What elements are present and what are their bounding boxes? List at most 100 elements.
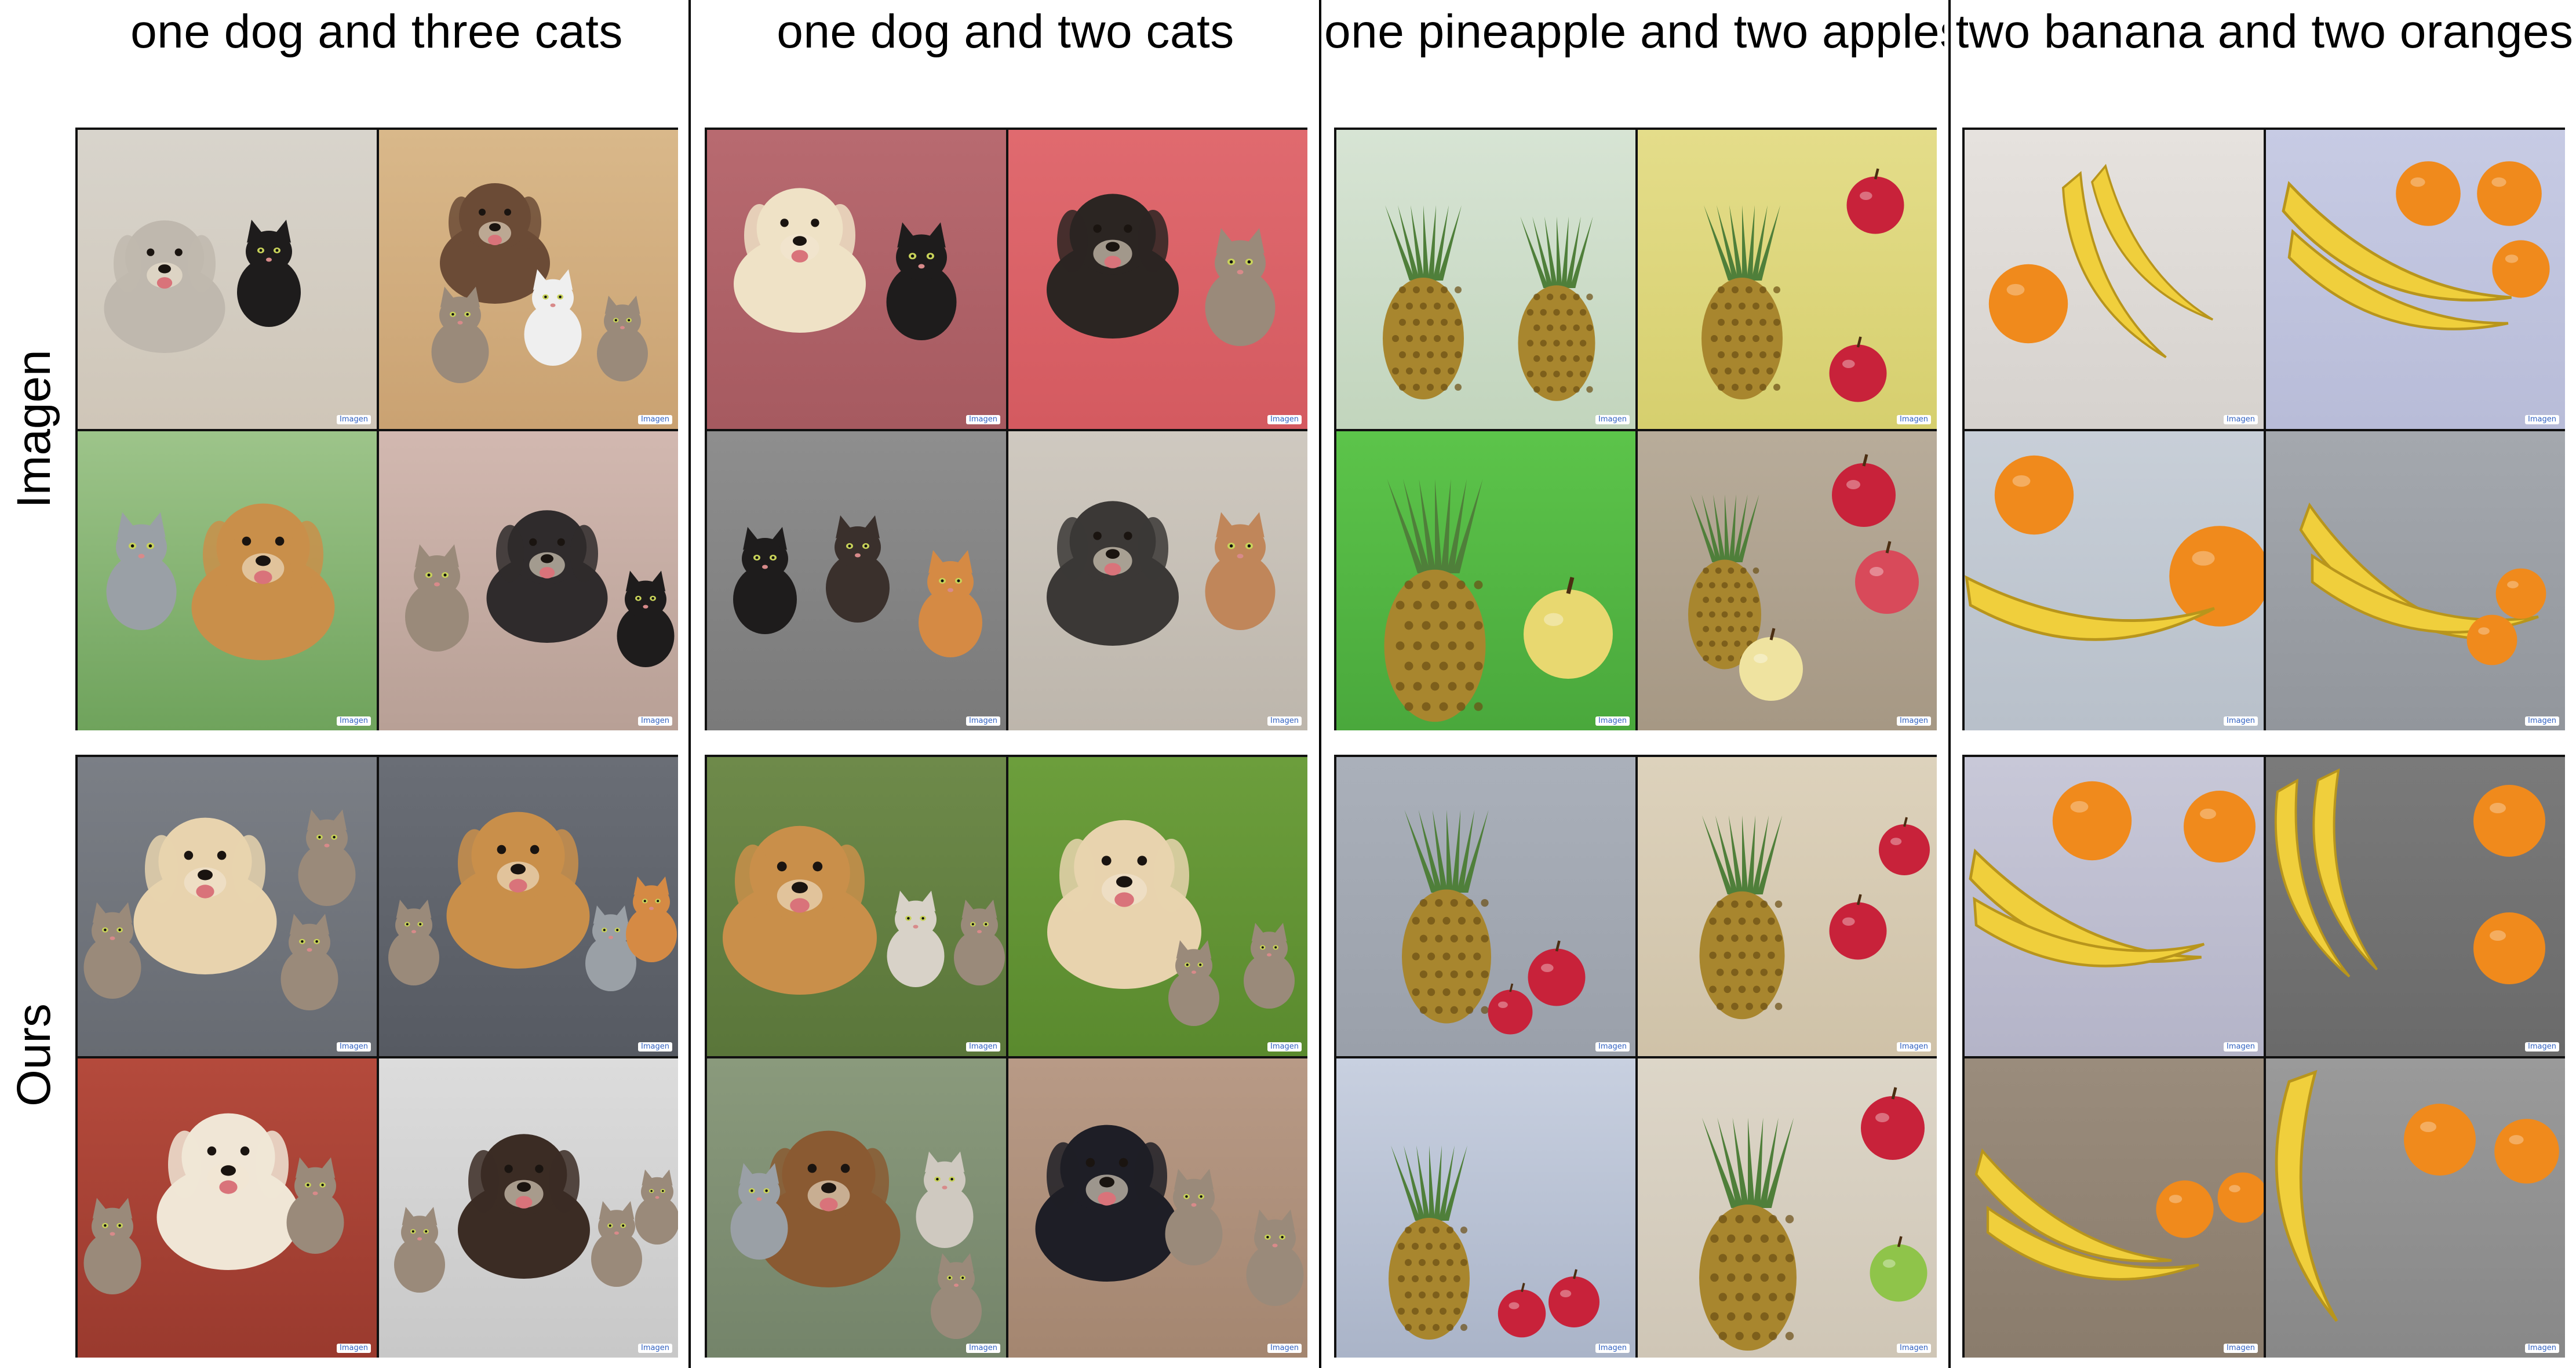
imagen-watermark: Imagen	[1267, 1344, 1302, 1353]
image-grid-imagen-dog-three-cats: Imagen Imagen Imagen Imagen	[75, 128, 678, 730]
generated-image-drawing	[1638, 130, 1937, 429]
generated-image-drawing	[707, 1058, 1006, 1358]
generated-image-drawing	[1965, 757, 2264, 1056]
imagen-watermark: Imagen	[337, 1344, 371, 1353]
generated-image-drawing	[1008, 757, 1307, 1056]
generated-image-drawing	[2266, 431, 2565, 730]
generated-image-drawing	[707, 757, 1006, 1056]
generated-image-tile: Imagen	[379, 1058, 678, 1358]
imagen-watermark: Imagen	[638, 716, 672, 726]
imagen-watermark: Imagen	[1267, 1042, 1302, 1052]
imagen-watermark: Imagen	[966, 1042, 1000, 1052]
generated-image-tile: Imagen	[707, 1058, 1006, 1358]
generated-image-tile: Imagen	[2266, 431, 2565, 730]
generated-image-tile: Imagen	[707, 757, 1006, 1056]
generated-image-drawing	[1638, 757, 1937, 1056]
imagen-watermark: Imagen	[966, 716, 1000, 726]
generated-image-tile: Imagen	[379, 431, 678, 730]
generated-image-tile: Imagen	[707, 130, 1006, 429]
generated-image-drawing	[1965, 431, 2264, 730]
generated-image-tile: Imagen	[1336, 130, 1635, 429]
generated-image-tile: Imagen	[78, 130, 377, 429]
generated-image-drawing	[379, 1058, 678, 1358]
generated-image-tile: Imagen	[2266, 130, 2565, 429]
imagen-watermark: Imagen	[1897, 415, 1931, 424]
imagen-watermark: Imagen	[1267, 716, 1302, 726]
column-divider	[1319, 0, 1321, 1368]
generated-image-tile: Imagen	[1336, 1058, 1635, 1358]
imagen-watermark: Imagen	[1897, 1042, 1931, 1052]
imagen-watermark: Imagen	[2224, 1344, 2258, 1353]
generated-image-drawing	[379, 757, 678, 1056]
generated-image-tile: Imagen	[1008, 757, 1307, 1056]
generated-image-drawing	[2266, 130, 2565, 429]
generated-image-drawing	[1336, 431, 1635, 730]
imagen-watermark: Imagen	[2224, 415, 2258, 424]
column-title-bananas-oranges: two banana and two oranges	[1955, 5, 2574, 58]
row-label-ours-text: Ours	[8, 1003, 61, 1107]
generated-image-drawing	[1008, 1058, 1307, 1358]
imagen-watermark: Imagen	[337, 1042, 371, 1052]
generated-image-tile: Imagen	[1638, 757, 1937, 1056]
generated-image-drawing	[1008, 431, 1307, 730]
imagen-watermark: Imagen	[2525, 1042, 2559, 1052]
generated-image-tile: Imagen	[1336, 431, 1635, 730]
imagen-watermark: Imagen	[1595, 415, 1630, 424]
column-divider	[1948, 0, 1951, 1368]
generated-image-tile: Imagen	[1008, 130, 1307, 429]
generated-image-tile: Imagen	[2266, 1058, 2565, 1358]
imagen-watermark: Imagen	[638, 1344, 672, 1353]
image-grid-ours-dog-three-cats: Imagen Imagen Imagen Imagen	[75, 755, 678, 1358]
generated-image-drawing	[78, 130, 377, 429]
generated-image-tile: Imagen	[1336, 757, 1635, 1056]
imagen-watermark: Imagen	[638, 1042, 672, 1052]
row-label-imagen: Imagen	[2, 128, 66, 730]
column-title-pineapple-apples: one pineapple and two apples	[1324, 5, 1944, 58]
imagen-watermark: Imagen	[966, 415, 1000, 424]
imagen-watermark: Imagen	[966, 1344, 1000, 1353]
generated-image-tile: Imagen	[379, 757, 678, 1056]
imagen-watermark: Imagen	[1267, 415, 1302, 424]
imagen-watermark: Imagen	[2224, 1042, 2258, 1052]
image-grid-ours-dog-two-cats: Imagen Imagen Imagen Imagen	[705, 755, 1307, 1358]
image-grid-ours-bananas-oranges: Imagen Imagen Imagen Imagen	[1962, 755, 2565, 1358]
imagen-watermark: Imagen	[2525, 716, 2559, 726]
generated-image-tile: Imagen	[1965, 130, 2264, 429]
generated-image-drawing	[379, 130, 678, 429]
image-grid-imagen-bananas-oranges: Imagen Imagen Imagen Imagen	[1962, 128, 2565, 730]
image-grid-imagen-dog-two-cats: Imagen Imagen Imagen Imagen	[705, 128, 1307, 730]
column-title-dog-three-cats: one dog and three cats	[130, 5, 623, 58]
generated-image-tile: Imagen	[379, 130, 678, 429]
imagen-watermark: Imagen	[1595, 716, 1630, 726]
generated-image-drawing	[2266, 1058, 2565, 1358]
generated-image-drawing	[1336, 130, 1635, 429]
column-divider	[688, 0, 691, 1368]
generated-image-drawing	[1336, 1058, 1635, 1358]
imagen-watermark: Imagen	[2525, 1344, 2559, 1353]
generated-image-drawing	[1965, 130, 2264, 429]
generated-image-tile: Imagen	[2266, 757, 2565, 1056]
imagen-watermark: Imagen	[1897, 1344, 1931, 1353]
row-label-ours: Ours	[2, 754, 66, 1356]
generated-image-drawing	[1965, 1058, 2264, 1358]
generated-image-drawing	[2266, 757, 2565, 1056]
imagen-watermark: Imagen	[337, 415, 371, 424]
generated-image-drawing	[707, 431, 1006, 730]
imagen-watermark: Imagen	[1897, 716, 1931, 726]
imagen-watermark: Imagen	[638, 415, 672, 424]
generated-image-drawing	[78, 1058, 377, 1358]
imagen-watermark: Imagen	[337, 716, 371, 726]
generated-image-drawing	[707, 130, 1006, 429]
generated-image-tile: Imagen	[78, 431, 377, 730]
generated-image-drawing	[1638, 1058, 1937, 1358]
imagen-watermark: Imagen	[1595, 1344, 1630, 1353]
image-grid-imagen-pineapple-apples: Imagen Imagen Imagen Imagen	[1334, 128, 1937, 730]
generated-image-drawing	[1638, 431, 1937, 730]
generated-image-tile: Imagen	[1965, 1058, 2264, 1358]
generated-image-tile: Imagen	[78, 757, 377, 1056]
generated-image-drawing	[78, 757, 377, 1056]
generated-image-tile: Imagen	[1965, 431, 2264, 730]
row-label-imagen-text: Imagen	[8, 350, 61, 508]
generated-image-drawing	[1336, 757, 1635, 1056]
